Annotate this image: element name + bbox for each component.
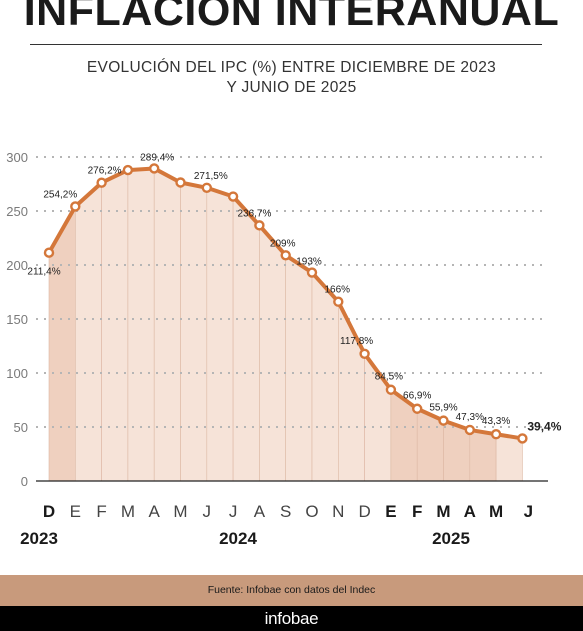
- x-tick-label: O: [305, 502, 318, 521]
- x-tick-label: E: [70, 502, 81, 521]
- data-point: [175, 177, 186, 188]
- data-point: [333, 296, 344, 307]
- y-tick-label: 200: [6, 258, 28, 273]
- data-point: [96, 177, 107, 188]
- title-divider: [30, 44, 542, 45]
- year-label: 2025: [432, 529, 470, 548]
- data-label: 276,2%: [88, 166, 122, 177]
- data-point: [148, 163, 160, 174]
- data-point: [280, 250, 291, 261]
- x-tick-label: S: [280, 502, 291, 521]
- area-segment: [206, 187, 234, 482]
- x-tick-label: M: [173, 502, 187, 521]
- data-point: [254, 220, 265, 231]
- area-segment: [285, 254, 313, 482]
- x-tick-label: M: [121, 502, 135, 521]
- data-point: [517, 433, 528, 444]
- x-tick-label: M: [436, 502, 450, 521]
- data-point: [122, 164, 134, 176]
- x-tick-label: M: [489, 502, 503, 521]
- x-tick-label: A: [254, 502, 266, 521]
- source-note: Fuente: Infobae con datos del Indec: [0, 575, 583, 606]
- area-segment: [75, 182, 102, 482]
- data-point: [43, 247, 55, 258]
- subtitle-line-2: Y JUNIO DE 2025: [226, 79, 357, 96]
- data-label: 193%: [296, 257, 322, 268]
- y-tick-label: 50: [14, 420, 28, 435]
- y-tick-label: 250: [6, 204, 28, 219]
- area-segment: [127, 168, 155, 482]
- x-tick-label: J: [524, 502, 533, 521]
- x-tick-label: E: [385, 502, 396, 521]
- x-tick-label: J: [203, 502, 212, 521]
- x-tick-label: A: [149, 502, 161, 521]
- x-tick-label: J: [229, 502, 238, 521]
- data-label: 84,5%: [375, 372, 403, 383]
- y-tick-label: 0: [21, 474, 28, 489]
- year-label: 2024: [219, 529, 257, 548]
- data-point: [438, 415, 449, 426]
- page-title: INFLACIÓN INTERANUAL: [23, 0, 560, 35]
- year-label: 2023: [20, 529, 58, 548]
- data-label: 166%: [325, 285, 351, 296]
- data-point: [385, 384, 397, 395]
- area-segment: [153, 167, 181, 482]
- data-point: [359, 348, 370, 359]
- data-label: 254,2%: [43, 189, 77, 200]
- y-tick-label: 300: [6, 150, 28, 165]
- data-label: 55,9%: [429, 403, 457, 414]
- inflation-area-chart: 0 50 100 150 200 250 300 211,4% 254,2% 276,2% 289…: [6, 150, 561, 548]
- data-label: 209%: [270, 238, 296, 249]
- data-label: 66,9%: [403, 391, 431, 402]
- area-segment: [390, 389, 418, 482]
- data-point: [70, 201, 81, 212]
- y-tick-label: 150: [6, 312, 28, 327]
- x-tick-label: A: [464, 502, 476, 521]
- data-label: 117,8%: [340, 336, 373, 347]
- area-segment: [232, 195, 260, 482]
- y-tick-label: 100: [6, 366, 28, 381]
- x-tick-label: D: [43, 502, 55, 521]
- data-label: 211,4%: [27, 267, 60, 278]
- brand-logo: infobae: [0, 606, 583, 631]
- data-label: 289,4%: [140, 152, 174, 163]
- chart-subtitle: EVOLUCIÓN DEL IPC (%) ENTRE DICIEMBRE DE…: [0, 58, 583, 98]
- data-label: 271,5%: [194, 171, 228, 182]
- data-point: [490, 429, 502, 440]
- data-point: [306, 267, 318, 278]
- data-label: 39,4%: [527, 419, 561, 433]
- data-point: [464, 424, 475, 436]
- x-tick-label: F: [96, 502, 106, 521]
- data-label: 47,3%: [456, 412, 484, 423]
- subtitle-line-1: EVOLUCIÓN DEL IPC (%) ENTRE DICIEMBRE DE…: [86, 59, 497, 76]
- data-point: [412, 403, 423, 414]
- area-segment: [101, 169, 129, 482]
- area-segment: [180, 182, 208, 482]
- data-label: 43,3%: [482, 416, 510, 427]
- data-label: 236,7%: [237, 208, 271, 219]
- x-tick-label: D: [358, 502, 370, 521]
- data-point: [201, 182, 213, 193]
- data-point: [227, 191, 239, 202]
- x-tick-label: N: [332, 502, 344, 521]
- x-tick-label: F: [412, 502, 422, 521]
- area-segment: [259, 224, 287, 482]
